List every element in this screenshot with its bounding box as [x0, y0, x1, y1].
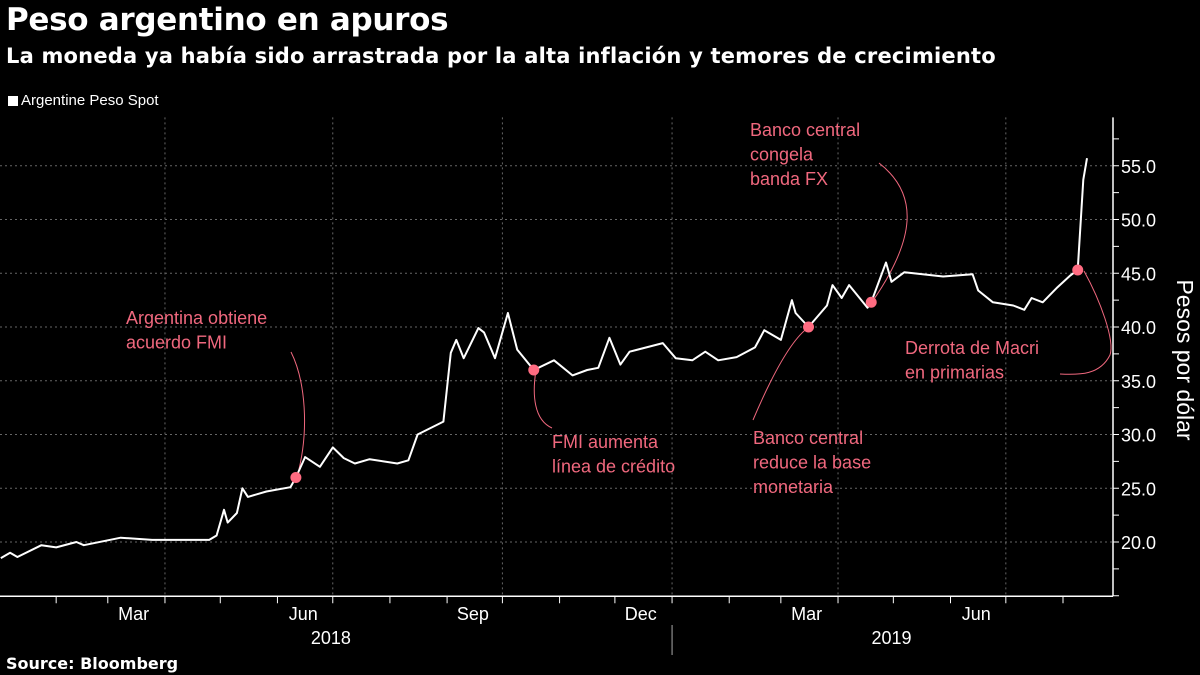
y-tick-label: 30.0: [1121, 426, 1156, 446]
x-tick-label: Sep: [457, 604, 489, 624]
annotation-label: banda FX: [750, 169, 828, 189]
y-tick-label: 35.0: [1121, 372, 1156, 392]
annotation-labels: Argentina obtiene acuerdo FMI FMI aumenta l…: [126, 120, 1039, 497]
annotation-leaders: [290, 162, 1112, 478]
axes: 20.0 25.0 30.0 35.0 40.0 45.0 50.0 55.0 Mar Jun Se…: [0, 117, 1156, 655]
y-tick-label: 55.0: [1121, 157, 1156, 177]
chart-subtitle: La moneda ya había sido arrastrada por l…: [6, 44, 996, 68]
annotation-marker: [803, 321, 815, 333]
legend-swatch: [8, 95, 18, 106]
annotation-label: Banco central: [753, 428, 863, 448]
annotation-markers: [290, 264, 1084, 483]
y-tick-label: 40.0: [1121, 318, 1156, 338]
source-note: Source: Bloomberg: [6, 654, 179, 673]
chart-title: Peso argentino en apuros: [6, 2, 449, 38]
annotation-label: Argentina obtiene: [126, 308, 267, 328]
x-tick-label: Mar: [118, 604, 149, 624]
annotation-label: FMI aumenta: [552, 432, 659, 452]
annotation-marker: [528, 364, 540, 376]
x-tick-label: Mar: [791, 604, 822, 624]
series-line-argentine-peso-spot: [0, 158, 1088, 559]
legend: Argentine Peso Spot: [8, 92, 159, 109]
annotation-marker: [1072, 264, 1084, 276]
leader-derrota: [1059, 270, 1112, 375]
annotation-marker: [290, 472, 302, 483]
annotation-label: en primarias: [905, 363, 1004, 383]
annotation-label: acuerdo FMI: [126, 333, 227, 353]
y-tick-label: 45.0: [1121, 264, 1156, 284]
y-tick-label: 20.0: [1121, 533, 1156, 553]
leader-congela: [871, 162, 908, 303]
annotation-label: reduce la base: [753, 453, 871, 473]
x-tick-label: Jun: [289, 604, 318, 624]
annotation-marker: [865, 296, 877, 308]
annotation-label: Banco central: [750, 120, 860, 140]
annotation-label: congela: [750, 145, 814, 165]
leader-reduce-base: [752, 326, 810, 421]
y-tick-label: 50.0: [1121, 211, 1156, 231]
leader-acuerdo-fmi: [290, 351, 306, 478]
x-tick-label: Jun: [962, 604, 991, 624]
legend-label: Argentine Peso Spot: [21, 92, 159, 109]
annotation-label: Derrota de Macri: [905, 338, 1039, 358]
gridlines: [0, 117, 1113, 597]
y-tick-label: 25.0: [1121, 479, 1156, 499]
y-axis-label: Pesos por dólar: [1172, 279, 1198, 440]
annotation-label: línea de crédito: [552, 457, 675, 477]
x-year-label: 2019: [871, 628, 911, 648]
x-year-label: 2018: [311, 628, 351, 648]
leader-fmi-aumenta: [533, 369, 553, 429]
annotation-label: monetaria: [753, 477, 834, 497]
x-tick-label: Dec: [625, 604, 657, 624]
